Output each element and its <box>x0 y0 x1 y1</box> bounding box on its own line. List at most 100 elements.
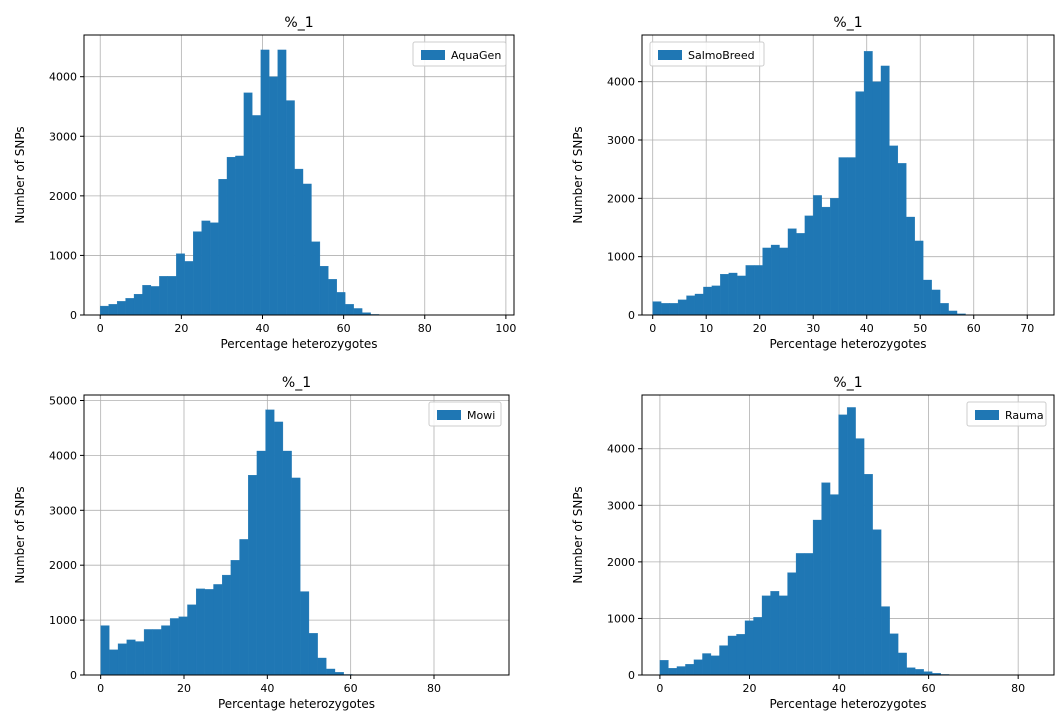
x-tick-label: 80 <box>418 322 432 335</box>
x-tick-label: 80 <box>427 682 441 695</box>
histogram-bar <box>897 163 907 315</box>
histogram-bar <box>353 308 363 315</box>
histogram-bar <box>108 304 118 315</box>
histogram-bar <box>652 301 662 315</box>
histogram-bar <box>201 220 211 315</box>
x-tick-label: 20 <box>742 682 756 695</box>
x-axis-label: Percentage heterozygotes <box>769 337 926 351</box>
legend-swatch <box>658 50 682 60</box>
histogram-bar <box>669 303 679 315</box>
bars <box>100 49 380 315</box>
histogram-bar <box>159 276 168 315</box>
histogram-bar <box>787 228 797 315</box>
histogram-bar <box>872 529 882 675</box>
histogram-mowi: 0 20 40 60 80 0 1000 2000 3000 4000 5000 %_1 Percent… <box>0 362 529 725</box>
x-tick-label: 60 <box>967 322 981 335</box>
histogram-bar <box>753 617 763 675</box>
x-tick-label: 10 <box>699 322 713 335</box>
y-axis-label: Number of SNPs <box>13 126 27 223</box>
y-tick-label: 2000 <box>49 190 77 203</box>
axes-frame <box>83 394 510 676</box>
histogram-bar <box>336 292 346 315</box>
x-tick-label: 40 <box>260 682 274 695</box>
histogram-bar <box>685 664 695 675</box>
histogram-bar <box>880 65 890 315</box>
histogram-bar <box>133 293 143 315</box>
bars <box>659 407 950 675</box>
histogram-bar <box>345 304 354 315</box>
y-tick-label: 3000 <box>607 134 635 147</box>
histogram-bar <box>282 450 292 675</box>
histogram-bar <box>821 482 831 675</box>
histogram-bar <box>686 295 696 315</box>
histogram-bar <box>218 179 228 315</box>
histogram-bar <box>737 275 746 315</box>
histogram-bar <box>285 100 295 315</box>
histogram-bar <box>230 560 240 675</box>
y-tick-label: 4000 <box>49 449 77 462</box>
histogram-bar <box>193 231 202 315</box>
y-tick-label: 1000 <box>607 612 635 625</box>
histogram-bar <box>889 145 899 315</box>
histogram-bar <box>931 289 941 315</box>
histogram-bar <box>209 222 219 315</box>
histogram-bar <box>693 659 703 675</box>
histogram-bar <box>317 657 327 675</box>
histogram-bar <box>659 660 669 675</box>
x-tick-label: 0 <box>656 682 663 695</box>
x-tick-label: 80 <box>1011 682 1025 695</box>
histogram-bar <box>728 272 738 315</box>
y-tick-label: 0 <box>628 669 635 682</box>
y-tick-label: 0 <box>70 669 77 682</box>
y-axis-label: Number of SNPs <box>571 486 585 583</box>
x-tick-label: 60 <box>337 322 351 335</box>
histogram-bar <box>184 261 194 315</box>
histogram-bar <box>863 474 873 675</box>
histogram-bar <box>956 313 966 315</box>
histogram-bar <box>744 620 754 675</box>
legend: Rauma <box>966 401 1047 427</box>
histogram-bar <box>923 279 932 315</box>
histogram-bar <box>804 215 814 315</box>
histogram-bar <box>702 653 712 675</box>
histogram-bar <box>362 312 371 315</box>
y-tick-label: 1000 <box>49 614 77 627</box>
axes-frame <box>641 34 1055 316</box>
histogram-bar <box>213 584 223 675</box>
histogram-bar <box>143 629 153 675</box>
x-tick-label: 0 <box>649 322 656 335</box>
histogram-bar <box>914 240 924 315</box>
histogram-bar <box>948 310 958 315</box>
histogram-bar <box>796 233 806 315</box>
x-tick-label: 30 <box>806 322 820 335</box>
histogram-bar <box>855 438 865 675</box>
histogram-bar <box>676 666 686 675</box>
histogram-bar <box>932 673 941 675</box>
x-axis-label: Percentage heterozygotes <box>220 337 377 351</box>
histogram-bar <box>204 589 214 675</box>
chart-title: %_1 <box>833 15 862 31</box>
histogram-bar <box>176 253 185 315</box>
histogram-bar <box>863 51 873 315</box>
histogram-bar <box>668 668 678 675</box>
histogram-bar <box>226 156 236 315</box>
histogram-bar <box>256 450 266 675</box>
histogram-bar <box>328 279 337 315</box>
histogram-bar <box>753 265 763 315</box>
histogram-bar <box>125 298 135 315</box>
histogram-bar <box>252 115 261 315</box>
legend-label: Rauma <box>1005 409 1044 422</box>
y-tick-label: 5000 <box>49 394 77 407</box>
x-tick-label: 40 <box>255 322 269 335</box>
histogram-bar <box>126 639 136 675</box>
histogram-bar <box>243 92 253 315</box>
histogram-bar <box>872 81 882 315</box>
histogram-bar <box>939 303 949 315</box>
histogram-bar <box>787 572 797 675</box>
histogram-bar <box>152 629 162 675</box>
histogram-bar <box>116 301 126 315</box>
histogram-bar <box>727 635 737 675</box>
legend-label: Mowi <box>467 409 495 422</box>
histogram-bar <box>838 414 848 675</box>
histogram-bar <box>804 553 814 675</box>
